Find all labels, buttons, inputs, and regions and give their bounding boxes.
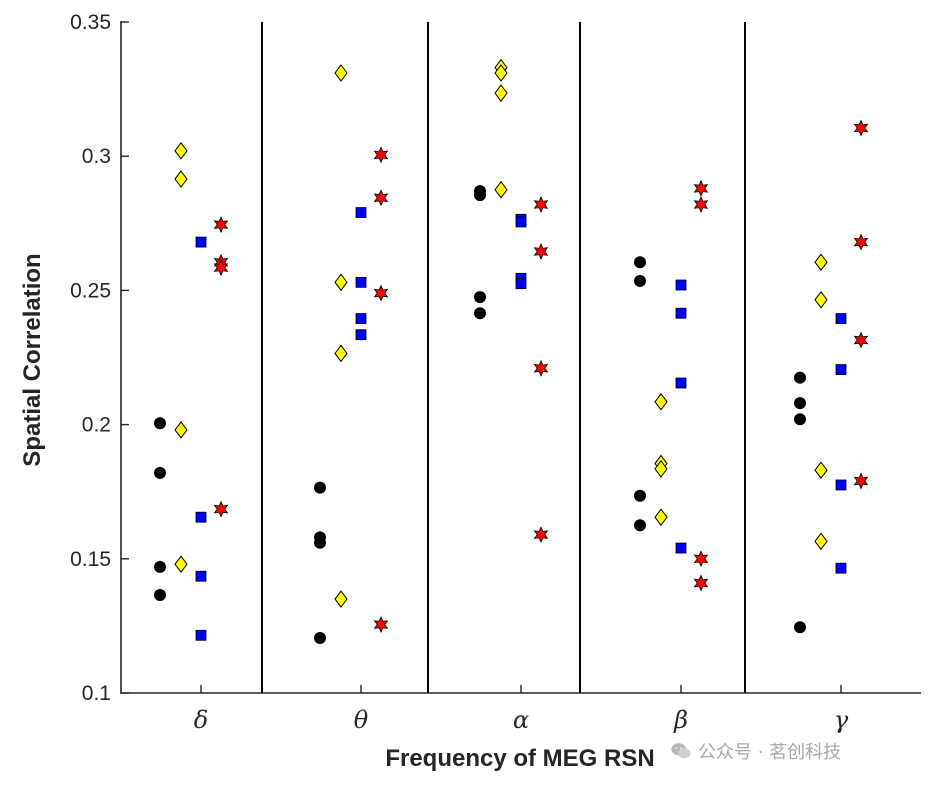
square-point — [515, 216, 527, 228]
data-points — [154, 58, 869, 644]
square-point — [355, 329, 367, 341]
circle-point — [474, 307, 486, 320]
x-tick-label: β — [673, 706, 688, 734]
diamond-point — [174, 421, 188, 439]
square-point — [675, 542, 687, 554]
y-tick-label: 0.15 — [70, 548, 111, 571]
circle-point — [154, 466, 166, 479]
diamond-point — [814, 253, 828, 272]
square-point — [195, 236, 207, 248]
hexagram-point — [533, 526, 549, 544]
square-point — [355, 313, 367, 324]
axes — [120, 21, 921, 694]
diamond-point — [494, 180, 508, 199]
y-tick-label: 0.1 — [82, 682, 111, 705]
hexagram-point — [693, 179, 709, 197]
circle-point — [314, 536, 326, 549]
circle-point — [474, 189, 486, 202]
diamond-point — [814, 532, 828, 551]
diamond-point — [174, 141, 188, 160]
hexagram-point — [213, 216, 229, 234]
diamond-point — [494, 84, 508, 102]
diamond-point — [494, 64, 508, 82]
hexagram-point — [853, 472, 869, 490]
hexagram-point — [373, 284, 389, 302]
watermark: 公众号 · 茗创科技 — [670, 736, 841, 766]
circle-point — [474, 291, 486, 304]
diamond-point — [814, 290, 828, 309]
square-point — [195, 511, 207, 523]
square-point — [355, 276, 367, 288]
circle-point — [634, 519, 646, 532]
y-tick-label: 0.3 — [82, 145, 111, 168]
hexagram-point — [533, 242, 549, 260]
x-tick-label: θ — [354, 706, 369, 734]
hexagram-point — [213, 259, 229, 277]
hexagram-point — [533, 359, 549, 377]
square-point — [195, 629, 207, 641]
circle-point — [634, 275, 646, 288]
hexagram-point — [373, 146, 389, 164]
hexagram-point — [373, 616, 389, 634]
y-tick-label: 0.35 — [70, 11, 111, 34]
hexagram-point — [693, 550, 709, 568]
square-point — [675, 307, 687, 319]
diamond-point — [814, 461, 828, 480]
x-axis-title: Frequency of MEG RSN — [385, 745, 654, 772]
circle-point — [794, 621, 806, 634]
y-tick-label: 0.2 — [82, 414, 111, 437]
square-point — [195, 570, 207, 582]
category-separators — [261, 22, 746, 693]
square-point — [835, 364, 847, 375]
diamond-point — [654, 508, 668, 527]
diamond-point — [174, 170, 188, 188]
watermark-text: 公众号 · 茗创科技 — [698, 742, 842, 763]
y-axis-title: Spatial Correlation — [19, 253, 46, 466]
circle-point — [154, 417, 166, 430]
diamond-point — [334, 344, 348, 363]
hexagram-point — [693, 196, 709, 214]
circle-point — [634, 256, 646, 269]
hexagram-point — [373, 189, 389, 207]
circle-point — [314, 481, 326, 494]
square-point — [515, 278, 527, 290]
square-point — [355, 207, 367, 218]
hexagram-point — [213, 500, 229, 518]
x-tick-label: δ — [194, 706, 208, 734]
hexagram-point — [693, 574, 709, 592]
hexagram-point — [533, 196, 549, 214]
diamond-point — [654, 392, 668, 411]
diamond-point — [174, 555, 188, 574]
hexagram-point — [853, 119, 869, 137]
hexagram-point — [853, 331, 869, 349]
diamond-point — [334, 590, 348, 608]
hexagram-point — [853, 233, 869, 251]
diamond-point — [334, 273, 348, 292]
x-tick-label: γ — [834, 706, 849, 734]
square-point — [675, 279, 687, 291]
square-point — [835, 562, 847, 574]
square-point — [835, 313, 847, 324]
y-tick-label: 0.25 — [70, 279, 111, 302]
square-point — [675, 377, 687, 389]
diamond-point — [334, 64, 348, 82]
circle-point — [154, 589, 166, 602]
square-point — [835, 479, 847, 491]
circle-point — [794, 397, 806, 410]
circle-point — [794, 413, 806, 426]
diamond-point — [654, 460, 668, 478]
circle-point — [154, 560, 166, 573]
circle-point — [794, 371, 806, 384]
wechat-icon — [671, 743, 691, 759]
y-axis-ticks: 0.1 0.15 0.2 0.25 0.3 0.35 — [70, 11, 129, 705]
circle-point — [314, 631, 326, 644]
circle-point — [634, 489, 646, 502]
x-tick-label: α — [513, 706, 529, 734]
